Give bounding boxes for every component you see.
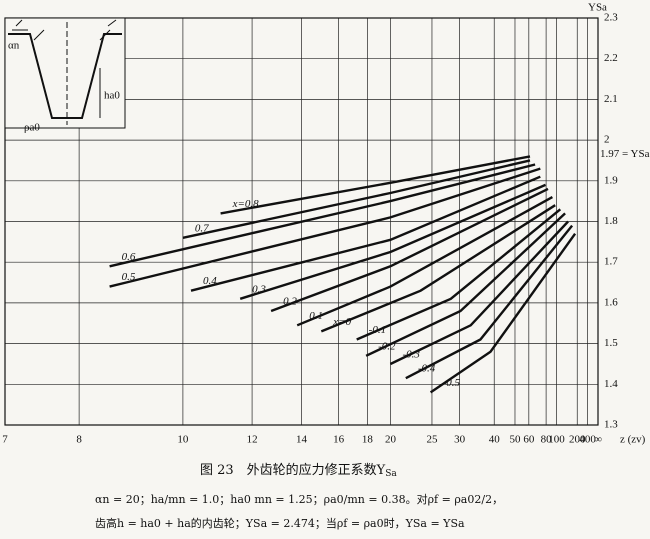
series-label: 0.1 xyxy=(309,310,323,322)
x-tick-label: 50 xyxy=(509,434,521,446)
series-line xyxy=(239,183,546,300)
y-tick-label: 1.9 xyxy=(604,174,618,186)
inset-frame xyxy=(4,17,126,129)
x-tick-label: 80 xyxy=(541,434,553,446)
x-tick-label: 100 xyxy=(548,434,565,446)
series-label: -0.2 xyxy=(378,340,396,352)
series-line xyxy=(389,220,569,366)
series-line xyxy=(109,163,536,268)
series-line xyxy=(356,208,562,341)
series-label: x=0.8 xyxy=(232,198,260,210)
y-tick-label: 2.2 xyxy=(604,52,618,64)
x-tick-label: 10 xyxy=(177,434,189,446)
x-tick-label: 25 xyxy=(426,434,438,446)
y-tick-label: 2.3 xyxy=(604,12,618,24)
inset-label: ρa0 xyxy=(24,122,40,134)
series-label: 0.5 xyxy=(122,271,136,283)
hatching xyxy=(12,19,117,41)
series-line xyxy=(190,175,541,292)
x-tick-label: 40 xyxy=(489,434,501,446)
y-tick-label: 1.6 xyxy=(604,296,618,308)
series-label: -0.1 xyxy=(369,324,386,336)
series-line xyxy=(109,167,541,288)
x-tick-label: 7 xyxy=(2,434,8,446)
y-axis-label: YSa xyxy=(588,2,607,14)
series-label: 0.4 xyxy=(203,275,217,287)
series-label: 0.7 xyxy=(195,222,209,234)
x-tick-label: 400 xyxy=(579,434,596,446)
chart-title: 图 23 外齿轮的应力修正系数YSa xyxy=(200,462,397,479)
x-tick-label: 12 xyxy=(247,434,258,446)
series-line xyxy=(429,233,577,394)
y-tick-label: 1.5 xyxy=(604,337,618,349)
x-tick-label: 30 xyxy=(454,434,466,446)
note: 齿高h = ha0 + ha的内齿轮；YSa = 2.474；当ρf = ρa0… xyxy=(95,516,465,530)
inset: αn ha0 ρa0 xyxy=(4,17,126,134)
title-main: 图 23 外齿轮的应力修正系数Y xyxy=(200,462,386,478)
series-label: 0.6 xyxy=(122,251,136,263)
x-tick-label: 8 xyxy=(76,434,82,446)
series-line xyxy=(182,159,531,239)
y-tick-label: 2.1 xyxy=(604,93,618,105)
series-line xyxy=(296,196,553,327)
note: αn = 20；ha/mn = 1.0；ha0 mn = 1.25；ρa0/mn… xyxy=(95,492,503,506)
series-line xyxy=(365,212,566,357)
series-line xyxy=(270,187,549,313)
x-tick-label: ∞ xyxy=(594,434,602,446)
plot-frame xyxy=(4,17,599,426)
y-tick-label: 1.7 xyxy=(604,256,618,268)
x-tick-label: 14 xyxy=(296,434,308,446)
x-tick-label: 16 xyxy=(333,434,345,446)
series-line xyxy=(220,155,531,215)
series-line xyxy=(320,204,556,333)
x-tick-label: 18 xyxy=(362,434,374,446)
x-tick-label: 20 xyxy=(385,434,397,446)
series-label: 0.3 xyxy=(252,283,266,295)
series-label: -0.5 xyxy=(443,377,461,389)
inset-label: αn xyxy=(8,40,20,52)
series-label: -0.4 xyxy=(418,363,436,375)
annotation: 1.97 = YSa ∞ xyxy=(600,148,650,160)
inset-label: ha0 xyxy=(104,90,120,102)
x-axis-label: z (zv) xyxy=(620,434,646,446)
y-tick-label: 2 xyxy=(604,134,610,146)
series-line xyxy=(405,224,574,380)
title-sub: Sa xyxy=(385,469,397,479)
series-label: 0.2 xyxy=(283,296,297,308)
y-tick-label: 1.3 xyxy=(604,419,618,431)
y-tick-label: 1.4 xyxy=(604,378,618,390)
series-label: -0.3 xyxy=(402,348,420,360)
x-tick-label: 200 xyxy=(569,434,586,446)
x-tick-label: 60 xyxy=(523,434,535,446)
series-label: x=0 xyxy=(332,316,351,328)
y-tick-label: 1.8 xyxy=(604,215,618,227)
